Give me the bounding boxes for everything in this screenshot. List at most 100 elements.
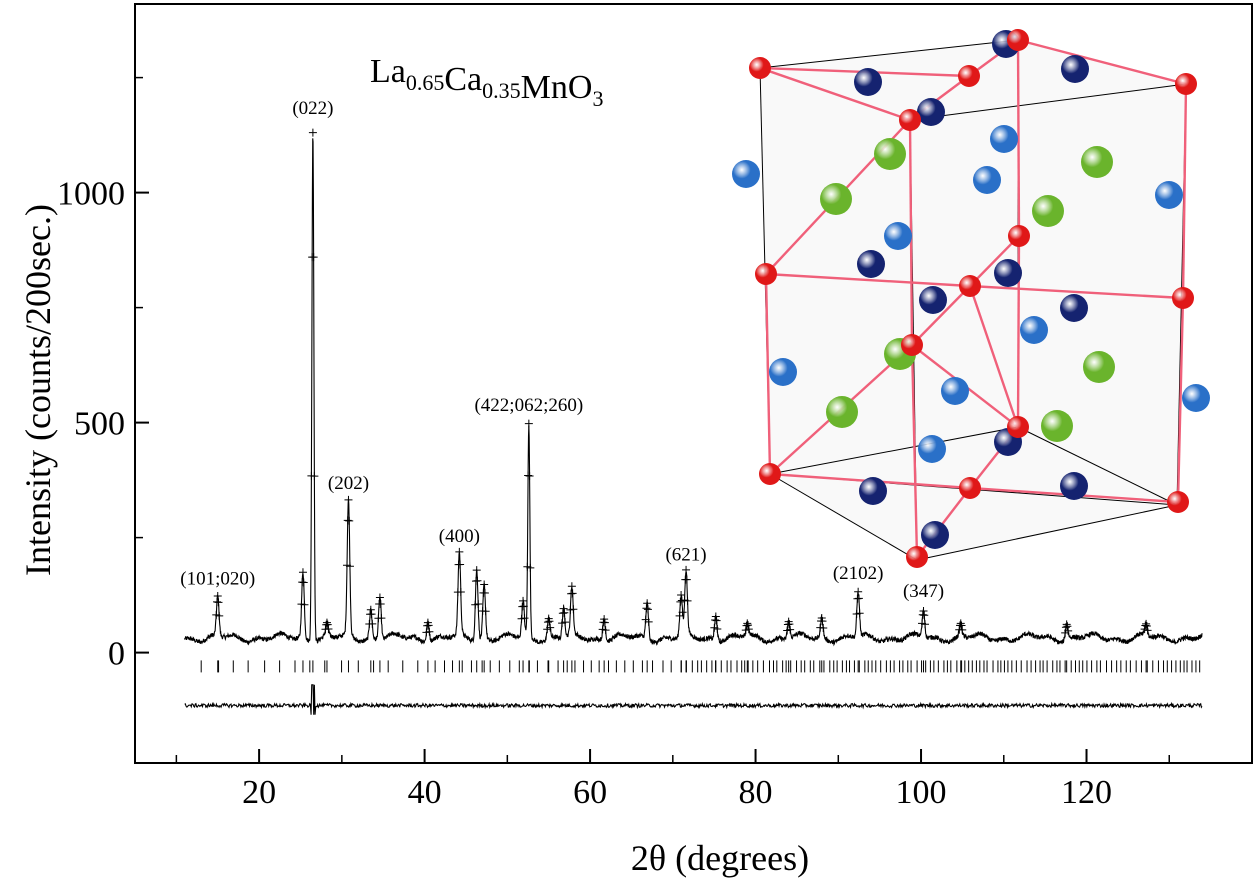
red-atom [959, 275, 981, 297]
data-point [958, 625, 967, 634]
data-point [526, 563, 535, 572]
labels: La0.65Ca0.35MnO3 2θ (degrees) Intensity … [18, 53, 1112, 878]
compound-formula: La0.65Ca0.35MnO3 [370, 53, 603, 111]
data-point [569, 605, 578, 614]
data-point [1141, 621, 1150, 630]
green-atom [874, 138, 906, 170]
red-atom [901, 334, 923, 356]
data-point [366, 605, 375, 614]
data-point [559, 604, 568, 613]
data-point [481, 607, 490, 616]
data-point [345, 562, 354, 571]
data-point [712, 616, 721, 625]
data-point [1142, 622, 1151, 631]
data-point [561, 618, 570, 627]
data-point [711, 612, 720, 621]
data-point [480, 588, 489, 597]
difference-curve [184, 684, 1203, 715]
dark-blue-atom [994, 259, 1022, 287]
peak-label: (202) [328, 473, 369, 494]
plot-area [184, 128, 1203, 715]
green-atom [1081, 146, 1113, 178]
data-point [601, 626, 610, 635]
x-tick-label: 120 [1061, 774, 1112, 811]
bond [969, 235, 1020, 287]
dark-blue-atom [917, 98, 945, 126]
bond [765, 272, 971, 288]
data-point [214, 598, 223, 607]
light-blue-atom [1020, 316, 1048, 344]
data-point [345, 516, 354, 525]
data-point [546, 623, 555, 632]
data-point [786, 625, 795, 634]
bond [759, 66, 911, 122]
data-point [375, 593, 384, 602]
bond [910, 344, 919, 558]
red-atom [906, 546, 928, 568]
cell-shade [760, 40, 1186, 560]
data-point [920, 611, 929, 620]
data-point [678, 608, 687, 617]
data-point [818, 617, 827, 626]
x-tick-label: 40 [408, 774, 442, 811]
red-atom [1167, 491, 1189, 513]
data-point [643, 599, 652, 608]
crystal-structure-inset [732, 29, 1210, 568]
red-atom [755, 263, 777, 285]
formula-part: La [370, 53, 406, 90]
data-point [676, 597, 685, 606]
data-point [455, 547, 464, 556]
data-point [519, 596, 528, 605]
red-atom [959, 477, 981, 499]
dark-blue-atom [919, 286, 947, 314]
data-point [299, 578, 308, 587]
data-point [785, 620, 794, 629]
green-atom [1041, 410, 1073, 442]
data-point [819, 623, 828, 632]
red-atom [1007, 29, 1029, 51]
data-point [600, 615, 609, 624]
light-blue-atom [1182, 384, 1210, 412]
light-blue-atom [941, 377, 969, 405]
green-atom [1083, 351, 1115, 383]
bond [968, 285, 1020, 428]
y-tick-label: 0 [108, 636, 125, 673]
formula-subscript: 0.35 [482, 78, 521, 103]
data-point [344, 495, 353, 504]
red-atom [1007, 416, 1029, 438]
data-point [744, 621, 753, 630]
red-atom [1175, 73, 1197, 95]
light-blue-atom [918, 435, 946, 463]
data-point [957, 621, 966, 630]
data-point [456, 560, 465, 569]
data-point [743, 619, 752, 628]
data-point [368, 619, 377, 628]
data-point [1062, 620, 1071, 629]
data-point [472, 566, 481, 575]
x-tick-label: 80 [739, 774, 773, 811]
light-blue-atom [769, 358, 797, 386]
bond [1181, 83, 1188, 299]
cell-edge [909, 83, 1187, 121]
data-point [854, 594, 863, 603]
peak-label: (022) [292, 98, 333, 119]
light-blue-atom [732, 160, 760, 188]
dark-blue-atom [854, 68, 882, 96]
red-atom [1008, 225, 1030, 247]
peak-label: (621) [665, 544, 706, 565]
cell-edge [916, 504, 1178, 561]
formula-subscript: 3 [592, 86, 603, 111]
data-point [682, 565, 691, 574]
data-point [711, 615, 720, 624]
data-point [376, 599, 385, 608]
data-point [425, 627, 434, 636]
red-atom [749, 57, 771, 79]
data-point [308, 128, 317, 137]
peak-label: (422;062;260) [474, 395, 583, 416]
data-point [568, 589, 577, 598]
dark-blue-atom [1061, 55, 1089, 83]
y-tick-label: 500 [74, 406, 125, 443]
data-point [744, 625, 753, 634]
green-atom [820, 183, 852, 215]
